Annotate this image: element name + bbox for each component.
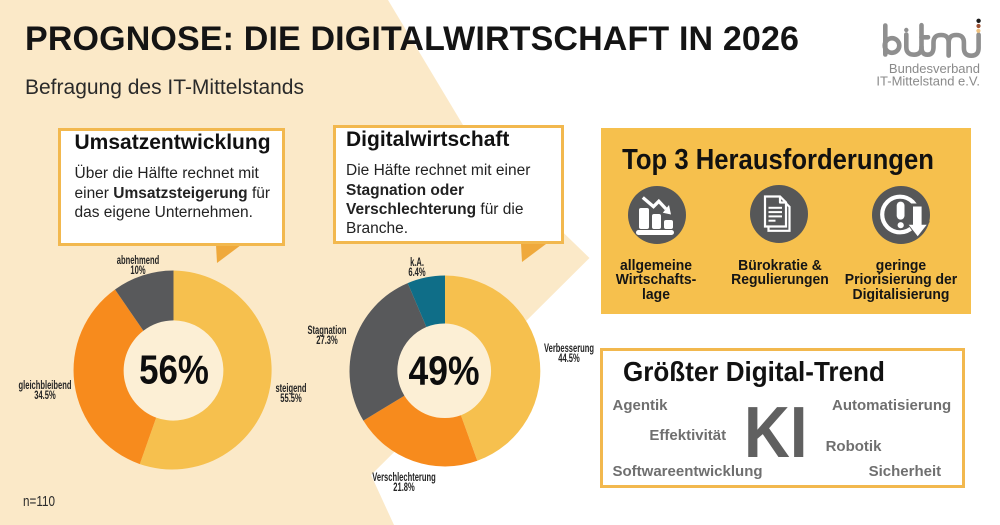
svg-text:Bundesverband: Bundesverband xyxy=(889,61,980,76)
svg-text:IT-Mittelstand e.V.: IT-Mittelstand e.V. xyxy=(876,74,980,89)
